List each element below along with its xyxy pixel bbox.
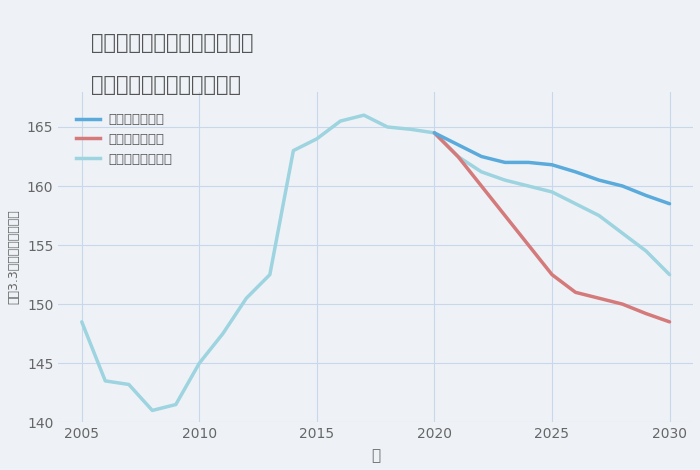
- ノーマルシナリオ: [148, 407, 157, 413]
- ノーマルシナリオ: [430, 130, 439, 136]
- ノーマルシナリオ: [548, 189, 556, 195]
- ノーマルシナリオ: [383, 124, 391, 130]
- ノーマルシナリオ: [78, 319, 86, 325]
- ノーマルシナリオ: [360, 112, 368, 118]
- バッドシナリオ: [500, 213, 509, 219]
- グッドシナリオ: [548, 162, 556, 168]
- ノーマルシナリオ: [618, 230, 626, 236]
- Line: グッドシナリオ: グッドシナリオ: [435, 133, 669, 204]
- ノーマルシナリオ: [642, 248, 650, 254]
- ノーマルシナリオ: [595, 213, 603, 219]
- Text: 中古マンションの価格推移: 中古マンションの価格推移: [91, 75, 241, 95]
- Y-axis label: 坪（3.3㎡）単価（万円）: 坪（3.3㎡）単価（万円）: [7, 210, 20, 304]
- バッドシナリオ: [524, 242, 533, 248]
- ノーマルシナリオ: [101, 378, 109, 384]
- ノーマルシナリオ: [218, 331, 227, 337]
- グッドシナリオ: [618, 183, 626, 189]
- バッドシナリオ: [454, 154, 462, 159]
- グッドシナリオ: [454, 142, 462, 148]
- Legend: グッドシナリオ, バッドシナリオ, ノーマルシナリオ: グッドシナリオ, バッドシナリオ, ノーマルシナリオ: [71, 108, 177, 171]
- X-axis label: 年: 年: [371, 448, 380, 463]
- ノーマルシナリオ: [524, 183, 533, 189]
- ノーマルシナリオ: [125, 382, 133, 387]
- ノーマルシナリオ: [454, 154, 462, 159]
- ノーマルシナリオ: [172, 402, 180, 407]
- ノーマルシナリオ: [195, 360, 204, 366]
- ノーマルシナリオ: [242, 296, 251, 301]
- グッドシナリオ: [524, 160, 533, 165]
- バッドシナリオ: [642, 311, 650, 316]
- ノーマルシナリオ: [500, 177, 509, 183]
- グッドシナリオ: [665, 201, 673, 207]
- ノーマルシナリオ: [665, 272, 673, 277]
- グッドシナリオ: [571, 169, 580, 175]
- グッドシナリオ: [430, 130, 439, 136]
- バッドシナリオ: [571, 290, 580, 295]
- Line: ノーマルシナリオ: ノーマルシナリオ: [82, 115, 669, 410]
- バッドシナリオ: [548, 272, 556, 277]
- グッドシナリオ: [642, 193, 650, 198]
- バッドシナリオ: [665, 319, 673, 325]
- ノーマルシナリオ: [336, 118, 344, 124]
- バッドシナリオ: [477, 183, 486, 189]
- ノーマルシナリオ: [571, 201, 580, 207]
- バッドシナリオ: [430, 130, 439, 136]
- バッドシナリオ: [618, 301, 626, 307]
- バッドシナリオ: [595, 296, 603, 301]
- グッドシナリオ: [500, 160, 509, 165]
- Line: バッドシナリオ: バッドシナリオ: [435, 133, 669, 322]
- ノーマルシナリオ: [477, 169, 486, 175]
- ノーマルシナリオ: [266, 272, 274, 277]
- グッドシナリオ: [595, 177, 603, 183]
- グッドシナリオ: [477, 154, 486, 159]
- ノーマルシナリオ: [313, 136, 321, 141]
- ノーマルシナリオ: [407, 126, 415, 132]
- Text: 兵庫県西宮市山口町金仙寺の: 兵庫県西宮市山口町金仙寺の: [91, 33, 253, 53]
- ノーマルシナリオ: [289, 148, 298, 153]
